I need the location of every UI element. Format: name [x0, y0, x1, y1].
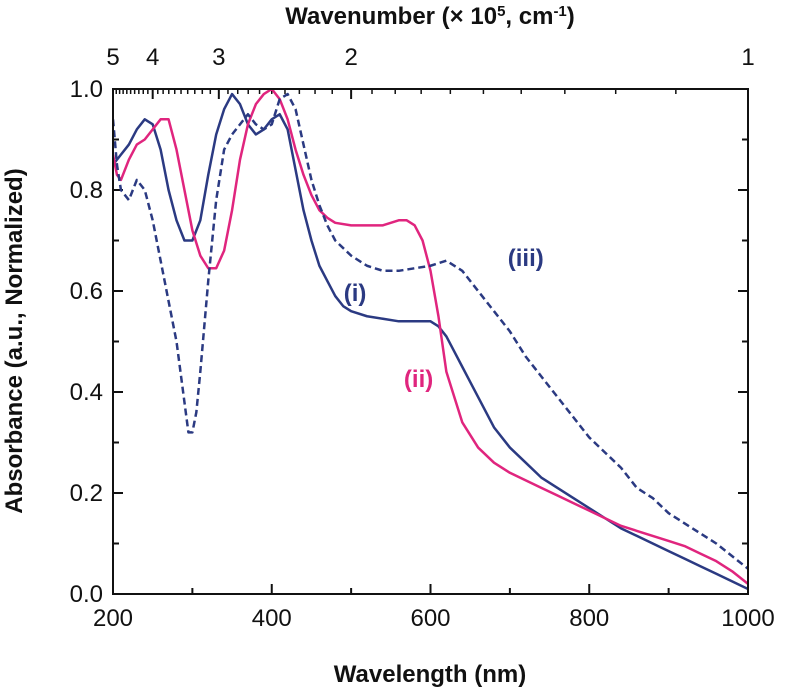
top-tick-label: 2: [344, 44, 357, 71]
x-axis-title: Wavelength (nm): [334, 661, 526, 688]
series-line-2: [113, 89, 748, 585]
series-layer: [113, 89, 748, 591]
top-tick-label: 3: [212, 44, 225, 71]
y-tick-label: 0.0: [70, 581, 103, 608]
top-axis-title: Wavenumber (× 105, cm-1): [285, 3, 575, 31]
x-tick-label: 400: [252, 605, 292, 632]
x-tick-label: 200: [93, 605, 133, 632]
y-tick-label: 1.0: [70, 76, 103, 103]
curve-labels: (i) (ii) (iii): [344, 245, 544, 393]
curve-label-2: (ii): [404, 366, 433, 393]
curve-label-3: (iii): [508, 245, 544, 272]
top-tick-label: 4: [146, 44, 159, 71]
y-tick-label: 0.2: [70, 480, 103, 507]
top-tick-label: 1: [741, 44, 754, 71]
y-tick-label: 0.8: [70, 177, 103, 204]
x-tick-label: 1000: [721, 605, 774, 632]
y-axis-title: Absorbance (a.u., Normalized): [1, 168, 28, 513]
x-tick-label: 800: [569, 605, 609, 632]
x-axis-ticks: 200 400 600 800 1000: [93, 584, 775, 632]
plot-frame: [112, 88, 749, 595]
series-line-1: [113, 92, 748, 591]
y-tick-label: 0.4: [70, 379, 103, 406]
y-axis-ticks: 0.0 0.2 0.4 0.6 0.8 1.0: [70, 76, 748, 608]
x-tick-label: 600: [410, 605, 450, 632]
series-line-3: [113, 92, 748, 570]
curve-label-1: (i): [344, 280, 367, 307]
top-tick-label: 5: [106, 44, 119, 71]
y-tick-label: 0.6: [70, 278, 103, 305]
